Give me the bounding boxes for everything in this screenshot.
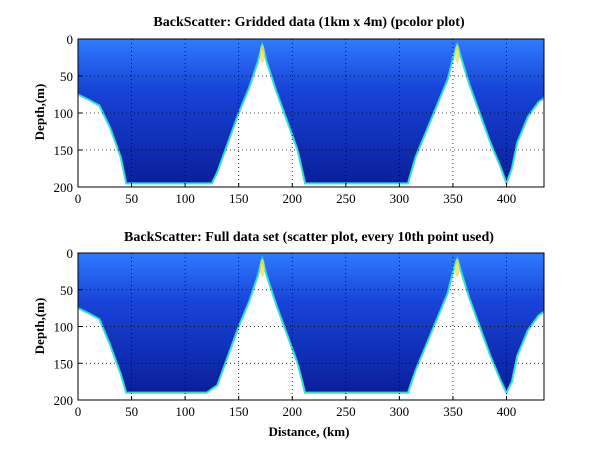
x-tick-label: 100: [175, 404, 195, 419]
y-tick-label: 50: [60, 69, 73, 84]
gridded-panel: BackScatter: Gridded data (1km x 4m) (pc…: [32, 15, 545, 206]
surface-hotspot: [454, 258, 460, 277]
x-tick-label: 300: [390, 191, 410, 206]
scatter-panel-ylabel: Depth,(m): [32, 298, 47, 355]
x-tick-label: 0: [75, 404, 82, 419]
surface-hotspot: [454, 44, 460, 63]
y-tick-label: 200: [54, 393, 74, 408]
y-tick-label: 0: [67, 32, 74, 47]
seabed-edge-inner: [78, 257, 544, 394]
x-tick-label: 50: [125, 404, 138, 419]
gridded-panel-ylabel: Depth,(m): [32, 84, 47, 141]
backscatter-fill: [78, 253, 544, 393]
data-layer: [78, 39, 544, 187]
x-tick-label: 200: [283, 404, 303, 419]
x-tick-label: 350: [443, 404, 463, 419]
gridded-panel-title: BackScatter: Gridded data (1km x 4m) (pc…: [153, 15, 465, 30]
y-tick-label: 100: [54, 320, 74, 335]
x-tick-label: 50: [125, 191, 138, 206]
surface-hotspot: [259, 44, 265, 63]
x-tick-label: 150: [229, 404, 249, 419]
y-tick-label: 100: [54, 106, 74, 121]
y-tick-label: 150: [54, 356, 74, 371]
x-tick-label: 300: [390, 404, 410, 419]
scatter-panel: BackScatter: Full data set (scatter plot…: [32, 230, 545, 439]
x-tick-label: 400: [497, 404, 517, 419]
x-tick-label: 0: [75, 191, 82, 206]
surface-hotspot: [259, 258, 265, 277]
x-tick-label: 250: [336, 404, 356, 419]
data-layer: [78, 253, 544, 396]
y-tick-label: 150: [54, 143, 74, 158]
y-tick-label: 50: [60, 283, 73, 298]
x-tick-label: 350: [443, 191, 463, 206]
x-tick-label: 200: [283, 191, 303, 206]
x-tick-label: 150: [229, 191, 249, 206]
x-tick-label: 100: [175, 191, 195, 206]
y-tick-label: 0: [67, 246, 74, 261]
backscatter-fill: [78, 39, 544, 184]
y-tick-label: 200: [54, 180, 74, 195]
seabed-edge-inner: [78, 43, 544, 185]
x-tick-label: 250: [336, 191, 356, 206]
scatter-panel-title: BackScatter: Full data set (scatter plot…: [124, 230, 494, 245]
x-tick-label: 400: [497, 191, 517, 206]
scatter-panel-xlabel: Distance, (km): [269, 424, 350, 439]
